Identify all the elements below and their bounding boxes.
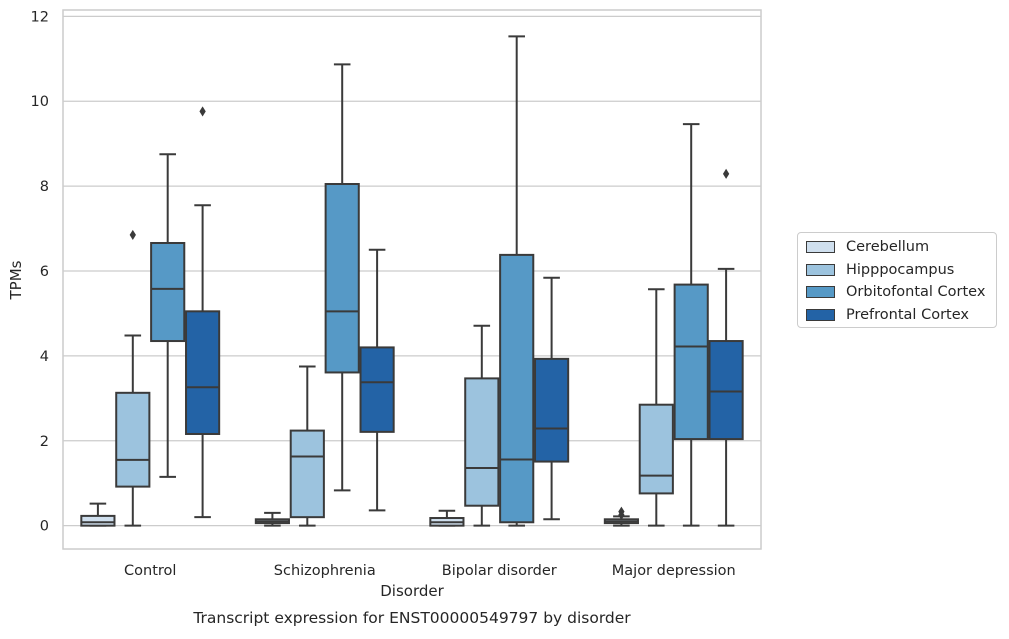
box xyxy=(499,253,535,524)
box-group xyxy=(254,511,290,527)
box-group xyxy=(429,509,465,527)
legend-swatch xyxy=(806,309,835,321)
x-tick-label: Schizophrenia xyxy=(274,563,376,579)
outlier-point xyxy=(618,506,625,517)
box xyxy=(289,429,325,519)
y-tick-label: 6 xyxy=(40,264,49,280)
box-group xyxy=(464,324,500,527)
legend-item-cerebellum: Cerebellum xyxy=(798,236,998,258)
legend-item-orbitofrontal: Orbitofontal Cortex xyxy=(798,281,998,303)
legend: Cerebellum Hipppocampus Orbitofontal Cor… xyxy=(797,232,997,328)
box-group xyxy=(603,506,639,527)
plot-frame xyxy=(62,9,762,550)
box xyxy=(673,283,709,441)
box-group xyxy=(115,229,151,527)
legend-swatch xyxy=(806,264,835,276)
y-axis-label: TPMs xyxy=(7,260,25,300)
outlier-point xyxy=(199,106,206,117)
box-group xyxy=(80,502,116,527)
box xyxy=(185,310,221,435)
legend-swatch xyxy=(806,286,835,298)
chart-title: Transcript expression for ENST0000054979… xyxy=(192,609,631,627)
x-axis-ticks: Control Schizophrenia Bipolar disorder Majo… xyxy=(124,563,736,579)
outlier-point xyxy=(722,168,730,179)
y-axis-ticks: 0 2 4 6 8 10 12 xyxy=(31,9,49,534)
y-tick-label: 10 xyxy=(31,94,49,110)
box xyxy=(115,391,151,488)
box-group xyxy=(324,63,360,492)
box-group xyxy=(359,248,395,512)
legend-swatch xyxy=(806,241,835,253)
x-tick-label: Control xyxy=(124,563,176,579)
boxes xyxy=(80,35,744,527)
y-tick-label: 12 xyxy=(31,9,49,25)
box-group xyxy=(150,153,186,478)
x-tick-label: Major depression xyxy=(612,563,736,579)
box xyxy=(324,183,360,374)
y-tick-label: 0 xyxy=(40,519,49,535)
x-tick-label: Bipolar disorder xyxy=(442,563,557,579)
box-group xyxy=(499,35,535,527)
legend-label: Hipppocampus xyxy=(846,262,955,278)
box-group xyxy=(289,365,325,527)
box-group xyxy=(708,168,744,527)
x-axis-label: Disorder xyxy=(380,582,444,600)
y-tick-label: 2 xyxy=(40,434,49,450)
legend-label: Orbitofontal Cortex xyxy=(846,284,986,300)
legend-item-prefrontal: Prefrontal Cortex xyxy=(798,304,998,326)
box-group xyxy=(638,288,674,527)
box xyxy=(359,346,395,433)
legend-label: Cerebellum xyxy=(846,239,930,255)
box xyxy=(464,377,500,507)
y-tick-label: 8 xyxy=(40,179,49,195)
box xyxy=(638,403,674,495)
y-tick-label: 4 xyxy=(40,349,49,365)
outlier-point xyxy=(129,229,136,240)
box xyxy=(708,340,744,441)
box-group xyxy=(534,276,570,521)
box xyxy=(534,357,570,463)
box xyxy=(150,242,186,343)
legend-item-hippocampus: Hipppocampus xyxy=(798,259,998,281)
box xyxy=(80,514,116,527)
box-group xyxy=(185,106,221,519)
box-group xyxy=(673,123,709,527)
legend-label: Prefrontal Cortex xyxy=(846,307,969,323)
